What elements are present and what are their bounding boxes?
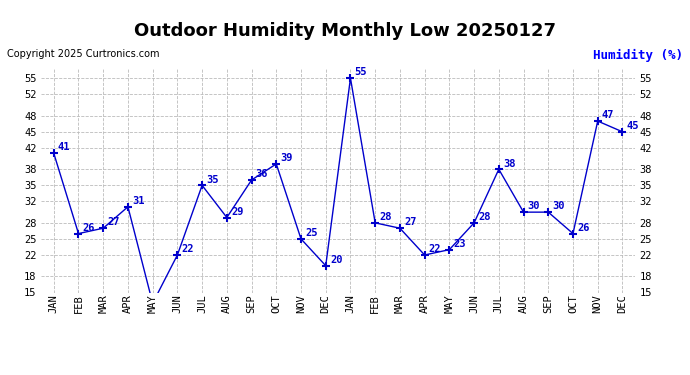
- Text: 38: 38: [503, 159, 515, 168]
- Text: Outdoor Humidity Monthly Low 20250127: Outdoor Humidity Monthly Low 20250127: [134, 22, 556, 40]
- Text: 28: 28: [380, 212, 392, 222]
- Text: 29: 29: [231, 207, 244, 217]
- Text: 25: 25: [305, 228, 317, 238]
- Text: 36: 36: [256, 169, 268, 179]
- Text: 20: 20: [330, 255, 342, 265]
- Text: 41: 41: [58, 142, 70, 152]
- Text: 39: 39: [280, 153, 293, 163]
- Text: Humidity (%): Humidity (%): [593, 49, 683, 62]
- Text: 30: 30: [553, 201, 565, 211]
- Text: 26: 26: [577, 223, 590, 233]
- Text: 13: 13: [0, 374, 1, 375]
- Text: 28: 28: [478, 212, 491, 222]
- Text: 45: 45: [627, 121, 639, 131]
- Text: 47: 47: [602, 110, 614, 120]
- Text: 22: 22: [181, 244, 194, 254]
- Text: 22: 22: [428, 244, 442, 254]
- Text: 27: 27: [404, 217, 417, 227]
- Text: 27: 27: [108, 217, 120, 227]
- Text: Copyright 2025 Curtronics.com: Copyright 2025 Curtronics.com: [7, 49, 159, 59]
- Text: 35: 35: [206, 175, 219, 184]
- Text: 23: 23: [453, 239, 466, 249]
- Text: 30: 30: [528, 201, 540, 211]
- Text: 31: 31: [132, 196, 145, 206]
- Text: 26: 26: [83, 223, 95, 233]
- Text: 55: 55: [355, 68, 367, 77]
